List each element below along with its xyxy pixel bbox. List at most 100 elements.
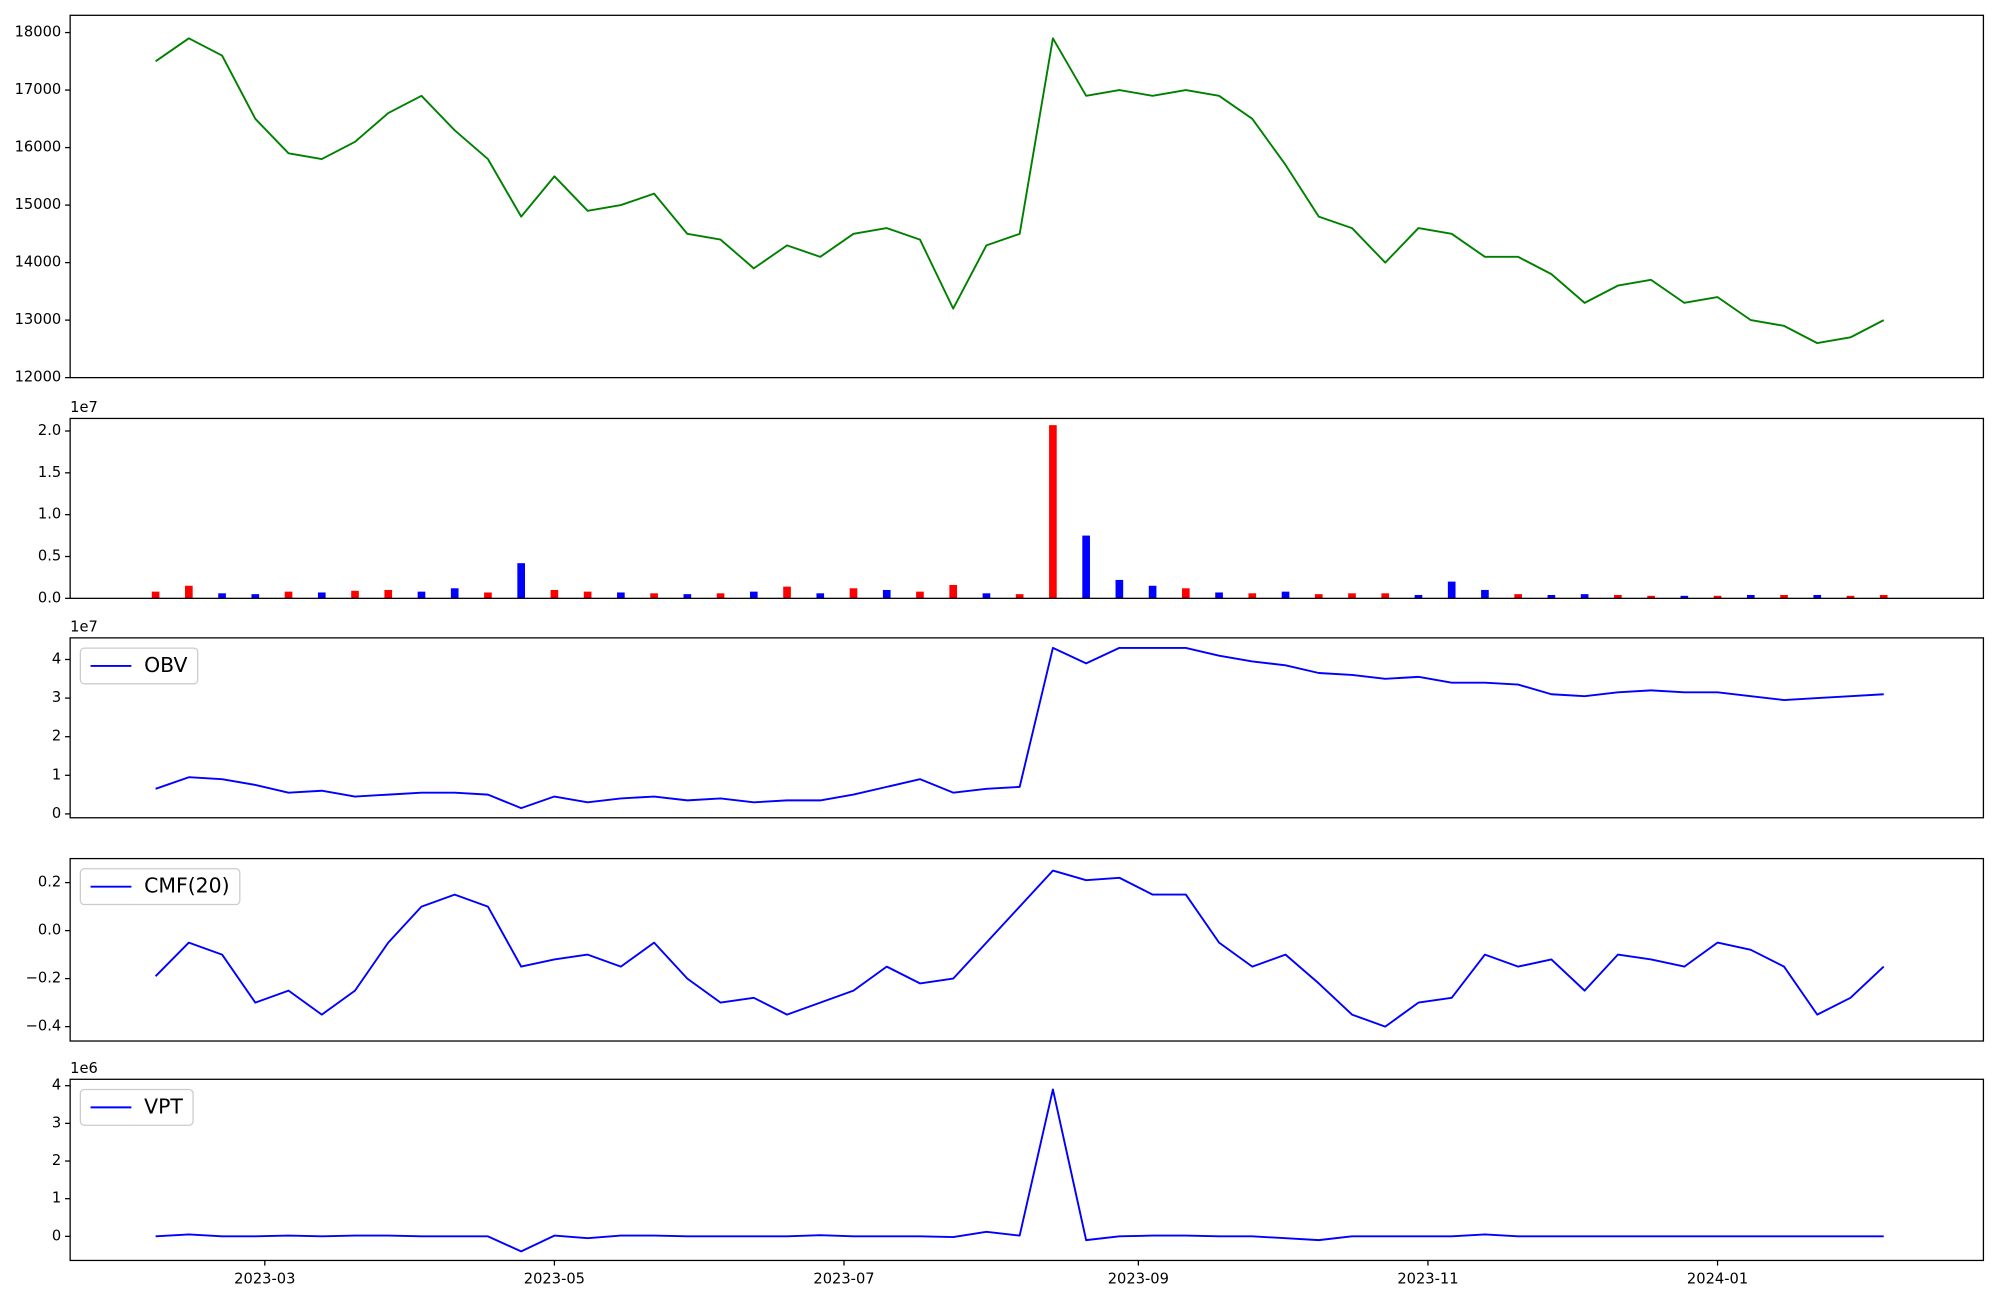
bar — [1846, 595, 1855, 599]
bar — [151, 591, 160, 599]
bar — [1447, 581, 1456, 599]
bar — [1813, 594, 1822, 599]
bar — [849, 588, 858, 599]
y-tick-label: 4 — [52, 650, 61, 667]
legend-box — [79, 868, 241, 906]
bar — [218, 593, 226, 599]
x-tick-label: 2023-03 — [234, 1271, 295, 1288]
y-tick-label: 2 — [52, 728, 61, 745]
bar — [1215, 592, 1223, 599]
subplot: 0 1 2 3 4 1e7 OBV — [52, 619, 1985, 822]
x-tick-label: 2024-01 — [1687, 1271, 1748, 1288]
subplot: 12000 13000 14000 15000 16000 17000 18000 — [15, 14, 1985, 386]
y-tick-label: 2.0 — [38, 422, 61, 439]
y-tick-label: 1.0 — [38, 506, 61, 523]
bar — [251, 594, 260, 599]
axes-frame — [69, 857, 1985, 1042]
bar — [1414, 594, 1423, 599]
y-tick-label: 0 — [52, 1227, 61, 1244]
x-tick-label: 2023-07 — [813, 1271, 874, 1288]
bar — [417, 591, 426, 599]
bar — [1514, 594, 1522, 599]
y-offset-label: 1e7 — [70, 399, 98, 416]
bar — [384, 589, 393, 599]
bar — [650, 593, 658, 599]
bar — [351, 590, 359, 599]
bar — [450, 588, 459, 599]
y-tick-label: 15000 — [15, 196, 62, 213]
bar — [1314, 594, 1323, 599]
bar — [1381, 593, 1390, 599]
bar — [1580, 594, 1589, 599]
y-tick-label: 16000 — [15, 139, 62, 156]
bar — [982, 593, 991, 599]
x-tick-label: 2023-11 — [1397, 1271, 1458, 1288]
bar — [1746, 594, 1755, 599]
bar — [1481, 589, 1489, 599]
y-tick-label: −0.4 — [26, 1018, 62, 1035]
y-tick-label: 12000 — [15, 369, 62, 386]
y-tick-label: 1 — [52, 1190, 61, 1207]
bar — [1049, 425, 1057, 599]
y-tick-label: 17000 — [15, 81, 62, 98]
bar — [1879, 594, 1888, 599]
bar — [1780, 594, 1788, 599]
bar — [1015, 594, 1024, 599]
legend: OBV — [79, 647, 199, 685]
bar — [916, 591, 924, 599]
bar — [550, 589, 559, 599]
legend: CMF(20) — [79, 868, 241, 906]
x-tick-label: 2023-09 — [1108, 1271, 1169, 1288]
y-tick-label: 13000 — [15, 311, 62, 328]
bar — [1348, 593, 1356, 599]
bar — [1115, 579, 1124, 599]
y-tick-label: −0.2 — [26, 970, 62, 987]
legend-label: OBV — [144, 653, 187, 677]
bar — [1614, 594, 1622, 599]
bar — [484, 592, 492, 599]
y-tick-label: 0 — [52, 805, 61, 822]
bar — [317, 592, 326, 599]
axes-frame — [69, 637, 1985, 819]
bar — [816, 593, 825, 599]
bar — [749, 591, 758, 599]
legend-box — [79, 647, 199, 685]
line — [154, 869, 1885, 1028]
y-tick-label: 3 — [52, 1114, 61, 1131]
bar — [1281, 591, 1290, 599]
bar — [1713, 595, 1722, 599]
y-tick-label: 0.0 — [38, 589, 61, 606]
bar — [1082, 535, 1090, 599]
y-tick-label: 14000 — [15, 254, 62, 271]
y-tick-label: 1.5 — [38, 464, 61, 481]
bar — [1248, 593, 1257, 599]
subplot: 0 1 2 3 4 1e6 2023-03 2023-05 2023-07 2023-09 2023… — [52, 1060, 1985, 1288]
y-offset-label: 1e7 — [70, 619, 98, 636]
y-tick-label: 1 — [52, 766, 61, 783]
axes-frame — [69, 14, 1985, 379]
bar — [949, 584, 958, 599]
line — [155, 646, 1884, 810]
bar — [1148, 585, 1157, 599]
bar — [683, 594, 692, 599]
bar — [783, 586, 791, 599]
axes-frame — [69, 417, 1985, 599]
bar — [1547, 594, 1556, 599]
subplot: −0.4 −0.2 0.0 0.2 CMF(20) — [26, 857, 1985, 1042]
line — [155, 37, 1885, 345]
bar — [185, 585, 193, 599]
y-tick-label: 0.0 — [38, 922, 61, 939]
bar — [617, 592, 625, 599]
y-offset-label: 1e6 — [70, 1060, 98, 1077]
y-tick-label: 18000 — [15, 24, 62, 41]
line — [155, 1088, 1884, 1253]
bar — [716, 593, 725, 599]
y-tick-label: 3 — [52, 689, 61, 706]
legend-box — [79, 1088, 194, 1126]
bar — [1182, 588, 1190, 599]
legend-label: VPT — [144, 1094, 183, 1118]
axes-frame — [69, 1078, 1985, 1262]
x-tick-label: 2023-05 — [524, 1271, 585, 1288]
legend-label: CMF(20) — [144, 874, 229, 898]
